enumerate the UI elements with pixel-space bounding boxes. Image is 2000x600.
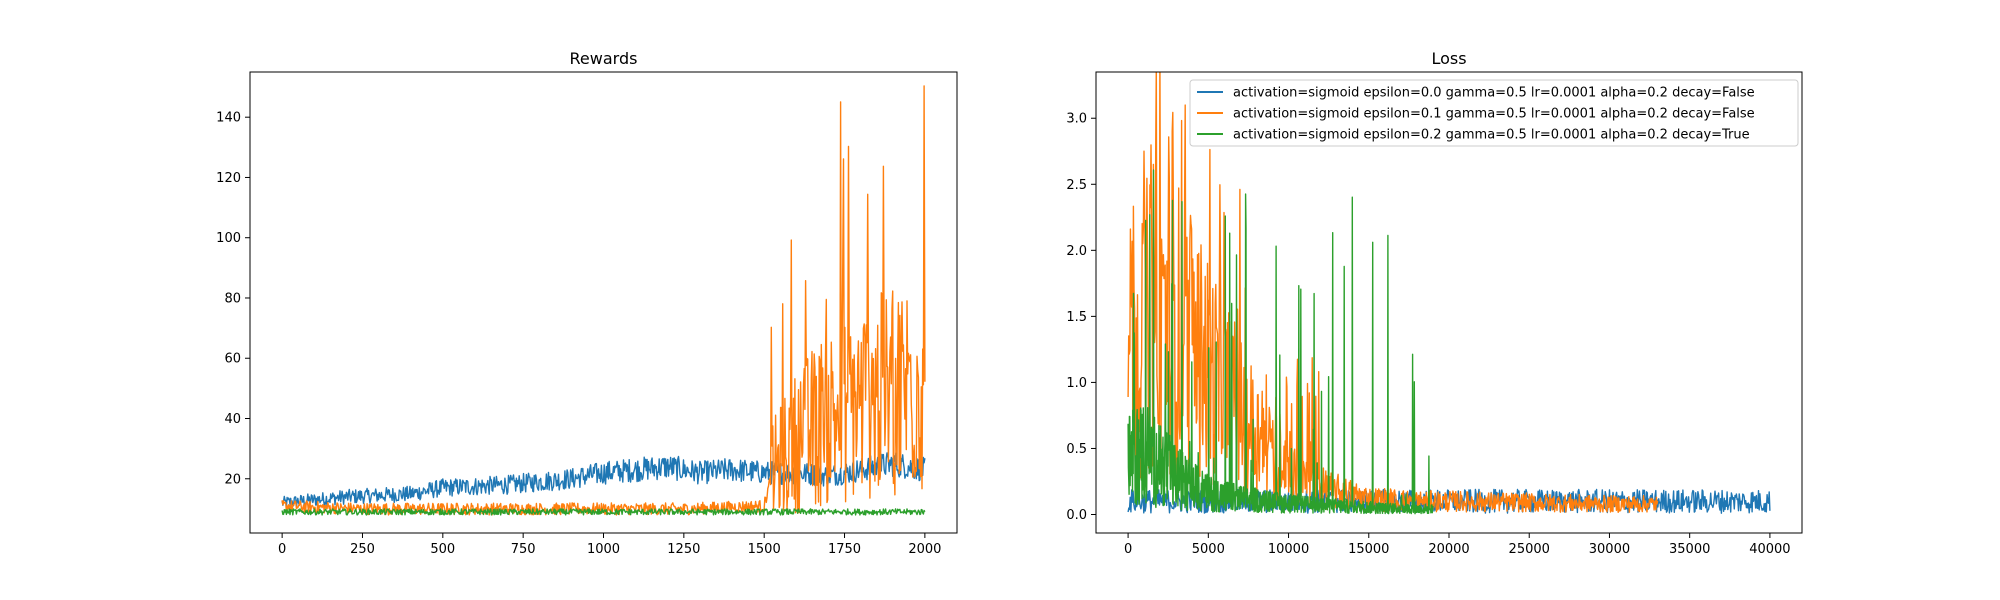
- chart-title: Rewards: [570, 49, 638, 68]
- x-tick-label: 30000: [1589, 542, 1630, 557]
- x-tick-label: 40000: [1749, 542, 1790, 557]
- y-tick-label: 1.5: [1066, 310, 1087, 325]
- y-tick-label: 100: [216, 231, 241, 246]
- x-tick-label: 250: [350, 542, 375, 557]
- data-layer: [1127, 72, 1771, 515]
- x-tick-label: 10000: [1268, 542, 1309, 557]
- y-tick-label: 2.0: [1066, 244, 1087, 259]
- data-layer: [281, 85, 926, 516]
- legend-entry: activation=sigmoid epsilon=0.0 gamma=0.5…: [1233, 86, 1755, 101]
- y-tick-label: 40: [224, 412, 241, 427]
- y-tick-label: 80: [224, 291, 241, 306]
- legend: activation=sigmoid epsilon=0.0 gamma=0.5…: [1189, 79, 1799, 147]
- plot-frame: [249, 71, 958, 534]
- x-tick-label: 25000: [1509, 542, 1550, 557]
- x-tick-label: 1000: [587, 542, 620, 557]
- x-tick-label: 2000: [908, 542, 941, 557]
- x-tick-label: 750: [511, 542, 536, 557]
- y-tick-label: 60: [224, 352, 241, 367]
- series-line-2: [281, 85, 926, 516]
- legend-entry: activation=sigmoid epsilon=0.1 gamma=0.5…: [1233, 107, 1755, 122]
- series-line-3: [281, 508, 926, 516]
- x-tick-label: 15000: [1348, 542, 1389, 557]
- y-tick-label: 140: [216, 111, 241, 126]
- rewards-chart: Rewards 0 250 500 750 1000 1250 1500 1750 2000 20 4…: [216, 49, 958, 557]
- x-tick-label: 0: [1124, 542, 1132, 557]
- x-tick-label: 0: [278, 542, 286, 557]
- y-tick-label: 1.0: [1066, 376, 1087, 391]
- series-line-3: [1127, 169, 1434, 515]
- x-tick-label: 1250: [667, 542, 700, 557]
- x-tick-label: 5000: [1192, 542, 1225, 557]
- chart-title: Loss: [1431, 49, 1466, 68]
- series-line-2: [1127, 72, 1659, 513]
- y-tick-label: 3.0: [1066, 112, 1087, 127]
- y-tick-label: 120: [216, 171, 241, 186]
- x-tick-label: 1750: [828, 542, 861, 557]
- legend-box: [1189, 79, 1799, 147]
- x-tick-label: 500: [430, 542, 455, 557]
- y-tick-label: 0.0: [1066, 508, 1087, 523]
- legend-entry: activation=sigmoid epsilon=0.2 gamma=0.5…: [1233, 128, 1750, 143]
- x-tick-label: 35000: [1669, 542, 1710, 557]
- x-tick-label: 1500: [748, 542, 781, 557]
- y-tick-label: 20: [224, 472, 241, 487]
- x-tick-label: 20000: [1428, 542, 1469, 557]
- y-tick-label: 2.5: [1066, 178, 1087, 193]
- y-tick-label: 0.5: [1066, 442, 1087, 457]
- loss-chart: Loss 0 5000 10000 15000 20000 25000 30000 35000 4…: [1066, 49, 1803, 557]
